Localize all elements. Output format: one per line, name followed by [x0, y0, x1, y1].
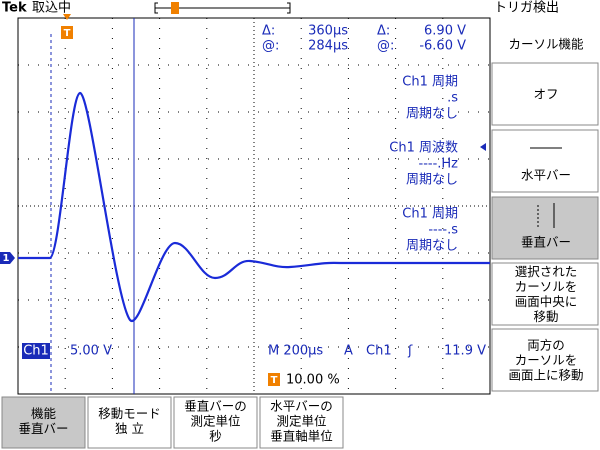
side-menu-title: カーソル機能 — [508, 37, 584, 52]
trigger-slope: ʃ — [407, 344, 413, 359]
readout-value: 6.90 V — [424, 24, 466, 39]
side-menu-label: 水平バー — [521, 168, 571, 183]
bottom-menu-label: 機能 — [31, 406, 57, 421]
trigger-marker: T — [64, 28, 71, 39]
side-menu-button[interactable] — [491, 262, 599, 326]
measurement-title: Ch1 周期 — [402, 207, 458, 222]
graticule — [18, 18, 490, 394]
readout-value: 360µs — [308, 24, 348, 39]
bottom-menu-button[interactable] — [173, 396, 258, 449]
channel-box — [22, 343, 50, 359]
bottom-menu-button[interactable] — [1, 396, 86, 449]
trigger-arrow — [63, 14, 71, 20]
measurement-status: 周期なし — [406, 239, 458, 254]
readout-symbol: Δ: — [377, 24, 390, 39]
trigger-level: 11.9 V — [444, 344, 486, 359]
readout-value: 284µs — [308, 39, 348, 54]
timebase: M 200µs — [268, 344, 323, 359]
channel: Ch1 — [23, 344, 49, 359]
bottom-menu-button[interactable] — [87, 396, 172, 449]
side-menu-button[interactable] — [491, 62, 599, 126]
side-menu-label: 選択された — [515, 264, 578, 279]
bottom-menu-label: 移動モード — [98, 406, 161, 421]
bottom-menu-label: 秒 — [209, 429, 222, 444]
trigger-pos-marker: T — [271, 375, 278, 386]
volts-per-div: 5.00 V — [70, 344, 112, 359]
measurement-title: Ch1 周波数 — [389, 141, 458, 156]
side-menu-label: 画面上に移動 — [508, 368, 583, 383]
trigger-mode: A — [344, 344, 353, 359]
bottom-menu-label: 測定単位 — [190, 414, 240, 429]
graticule-border — [17, 17, 491, 395]
bottom-menu-label: 測定単位 — [276, 414, 326, 429]
trigger-position: 10.00 % — [286, 373, 340, 388]
trigger-position-bar — [154, 2, 291, 14]
waveform — [18, 91, 490, 322]
side-menu-label: カーソルを — [515, 279, 578, 294]
measurement-value: ----.Hz — [419, 157, 459, 172]
side-menu-label: 両方の — [527, 338, 565, 353]
bottom-menu-label: 独 立 — [115, 421, 144, 436]
bottom-menu-label: 水平バーの — [270, 399, 333, 414]
trigger-marker-box — [61, 26, 73, 39]
trigger-state: トリガ検出 — [494, 1, 559, 16]
side-menu-button[interactable] — [491, 129, 599, 193]
measurement-title: Ch1 周期 — [402, 75, 458, 90]
bottom-menu-label: 垂直バーの — [184, 399, 247, 414]
side-menu-button[interactable] — [491, 328, 599, 392]
bottom-menu-button[interactable] — [259, 396, 344, 449]
channel-marker-box — [0, 252, 15, 264]
brand: Tek — [2, 1, 27, 16]
readout-symbol: Δ: — [262, 24, 275, 39]
channel-marker: 1 — [3, 253, 10, 264]
readout-symbol: @: — [377, 39, 394, 54]
side-menu: オフ水平バー垂直バー選択されたカーソルを画面中央に移動両方のカーソルを画面上に移… — [491, 62, 599, 392]
trigger-source: Ch1 — [366, 344, 392, 359]
measurement-status: 周期なし — [406, 173, 458, 188]
side-menu-label: 移動 — [533, 309, 558, 324]
measurement-value: ----.s — [428, 223, 458, 238]
readout-symbol: @: — [262, 39, 279, 54]
side-menu-label: オフ — [533, 87, 558, 102]
measurement-status: 周期なし — [406, 107, 458, 122]
side-menu-button[interactable] — [491, 196, 599, 260]
side-menu-label: 垂直バー — [521, 235, 571, 250]
acq-state: 取込中 — [32, 1, 71, 16]
readout-value: -6.60 V — [419, 39, 466, 54]
side-menu-label: カーソルを — [515, 353, 578, 368]
side-menu-label: 画面中央に — [515, 294, 578, 309]
trigger-pos-box — [268, 373, 280, 386]
selected-arrow — [480, 143, 486, 151]
bottom-menu-label: 垂直軸単位 — [270, 429, 333, 444]
measurement-value: .s — [447, 91, 458, 106]
bottom-menu-label: 垂直バー — [18, 421, 68, 436]
